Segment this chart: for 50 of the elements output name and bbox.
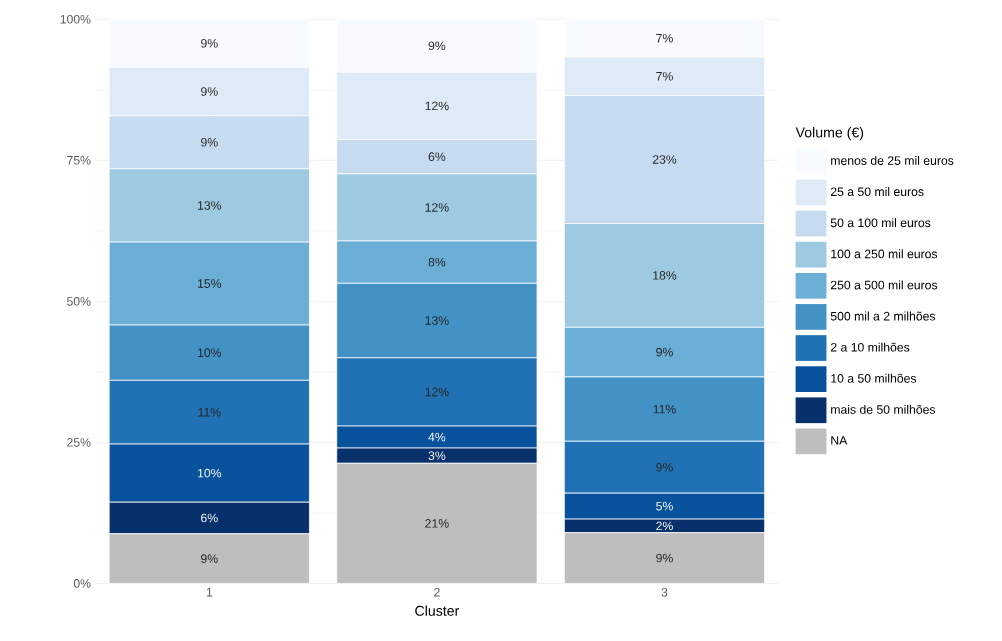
x-axis-title: Cluster bbox=[415, 605, 460, 616]
legend-label: 500 mil a 2 milhões bbox=[830, 311, 936, 321]
data-label: 9% bbox=[656, 553, 673, 563]
y-tick-label: 100% bbox=[60, 14, 91, 24]
legend-label: menos de 25 mil euros bbox=[831, 155, 954, 165]
data-label: 8% bbox=[428, 257, 446, 267]
x-tick-label: 3 bbox=[661, 587, 668, 597]
data-label: 10% bbox=[198, 468, 222, 478]
legend-label: 2 a 10 milhões bbox=[830, 342, 910, 352]
y-tick-label: 25% bbox=[67, 437, 91, 447]
y-tick-label: 50% bbox=[67, 296, 91, 306]
y-tick-label: 0% bbox=[73, 578, 91, 588]
data-label: 7% bbox=[656, 33, 673, 43]
data-label: 2% bbox=[656, 521, 673, 531]
data-label: 9% bbox=[656, 347, 673, 357]
legend-label: NA bbox=[831, 436, 848, 445]
data-label: 9% bbox=[656, 462, 673, 472]
data-label: 9% bbox=[201, 38, 218, 48]
data-label: 15% bbox=[198, 279, 222, 288]
data-label: 9% bbox=[201, 87, 218, 96]
legend-label: 250 a 500 mil euros bbox=[830, 280, 938, 290]
data-label: 6% bbox=[201, 513, 218, 523]
legend-label: 25 a 50 mil euros bbox=[830, 186, 924, 196]
data-label: 5% bbox=[656, 501, 673, 511]
x-tick-label: 2 bbox=[434, 587, 440, 597]
data-label: 11% bbox=[198, 407, 221, 417]
text: 100 a 250 mil euros bbox=[831, 249, 938, 259]
data-label: 10% bbox=[198, 348, 222, 357]
data-label: 7% bbox=[656, 71, 673, 81]
data-label: 9% bbox=[201, 137, 218, 147]
data-label: 9% bbox=[428, 41, 446, 50]
legend-label: mais de 50 milhões bbox=[831, 404, 936, 414]
legend-label: 50 a 100 mil euros bbox=[830, 218, 931, 228]
data-label: 4% bbox=[428, 432, 446, 442]
data-label: 13% bbox=[198, 200, 222, 210]
data-label: 13% bbox=[425, 316, 449, 325]
data-label: 9% bbox=[201, 554, 218, 563]
data-label: 11% bbox=[653, 404, 676, 414]
y-tick-label: 75% bbox=[67, 155, 91, 165]
data-label: 6% bbox=[428, 152, 446, 161]
data-label: 3% bbox=[428, 451, 446, 460]
x-tick-label: 1 bbox=[206, 587, 213, 597]
data-label: 12% bbox=[425, 202, 449, 212]
data-label: 12% bbox=[425, 387, 449, 397]
data-label: 23% bbox=[652, 155, 677, 164]
data-label: 21% bbox=[425, 518, 449, 528]
data-label: 12% bbox=[425, 101, 449, 111]
legend-title: Volume (€) bbox=[795, 126, 864, 141]
data-label: 18% bbox=[653, 270, 677, 280]
legend-label: 10 a 50 milhões bbox=[831, 373, 917, 383]
